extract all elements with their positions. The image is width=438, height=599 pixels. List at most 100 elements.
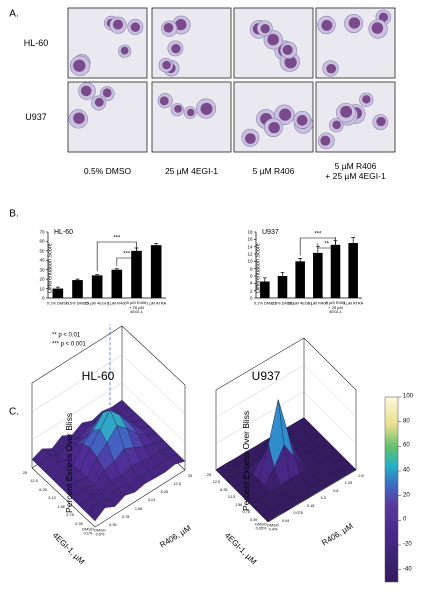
x-tick-label: 0.5% DMSO: [271, 300, 294, 306]
z-axis-label: Percent Excess Over Bliss: [241, 410, 252, 511]
nucleus: [120, 46, 129, 55]
nucleus: [130, 22, 141, 32]
x-tick-label: 5 µM R406: [308, 300, 328, 306]
bar: [260, 281, 270, 298]
nucleus: [162, 60, 171, 70]
grid-line: [215, 364, 357, 418]
y-tick-label: 12: [247, 251, 253, 257]
x-tick-label: 1 µM ATRA: [146, 300, 167, 306]
x-tick-label: 25: [206, 472, 212, 477]
column-label: 25 µM 4EGI-1: [164, 166, 219, 177]
x-tick-label: 6.25: [220, 487, 228, 492]
nucleus: [376, 116, 386, 127]
x-tick-label: 1.56: [235, 502, 243, 507]
colorbar-tick-label: 80: [403, 418, 410, 425]
nucleus: [320, 135, 331, 146]
y-tick-label: 50: [39, 248, 45, 254]
y-tick-label: 0.6: [333, 488, 339, 493]
y-tick-label: 0: [41, 295, 45, 301]
significance-bracket: [96, 241, 137, 272]
nucleus: [260, 23, 270, 34]
nucleus: [268, 121, 280, 134]
x-tick-label: 12.5: [212, 480, 221, 485]
bar: [131, 250, 142, 298]
x-tick-label: 0.78: [66, 512, 74, 517]
y-tick-label: 25: [187, 473, 193, 478]
x-tick-label: 25: [22, 470, 28, 475]
x-tick-label: 25 µM 4EGI-1: [84, 300, 110, 306]
nucleus: [171, 43, 181, 54]
bar: [330, 244, 341, 298]
nucleus: [175, 19, 187, 31]
y-tick-label: 6: [249, 273, 253, 279]
y-tick-label: 1.25: [344, 481, 353, 486]
y-axis-label: Differentiation Score: [47, 243, 54, 294]
y-tick-label: 6.25: [160, 490, 168, 495]
row-label: U937: [25, 111, 47, 122]
significance-bracket: [317, 237, 336, 249]
note: *** p < 0.001: [52, 341, 86, 348]
panel-label: A.: [9, 8, 19, 20]
x-tick-label: 5 µM R406 + 25 µM 4EGI-1: [325, 300, 346, 315]
x-tick-label: 0.39: [249, 517, 258, 522]
bar: [91, 275, 103, 298]
grid-line: [31, 382, 186, 443]
z-axis-label: Percent Excess Over Bliss: [64, 412, 75, 513]
nucleus: [159, 96, 169, 106]
x-tick-label: 0.1% DMSO: [253, 300, 276, 306]
nucleus: [163, 22, 174, 33]
y-tick-label: 20: [39, 276, 45, 282]
grid-line: [215, 391, 357, 444]
y-tick-label: 1.56: [134, 506, 143, 511]
nucleus: [112, 19, 124, 30]
y-tick-label: DMSO 0.4%: [267, 523, 279, 532]
x-tick-label: 12.5: [30, 479, 38, 484]
bar: [72, 280, 83, 298]
y-tick-label: 60: [39, 238, 45, 244]
x-tick-label: 0.1% DMSO: [46, 300, 69, 306]
y-tick-label: 4: [249, 280, 253, 286]
micrograph: [67, 7, 148, 79]
y-tick-label: 40: [39, 257, 45, 263]
nucleus: [321, 19, 333, 31]
micrograph: [315, 81, 396, 153]
micrograph: [151, 81, 232, 153]
panel-label: B.: [9, 208, 19, 220]
nucleus: [73, 59, 86, 72]
note: ** p < 0.01: [52, 332, 81, 339]
column-label: 0.5% DMSO: [83, 166, 132, 177]
micrograph: [67, 81, 148, 153]
y-tick-label: 3.13: [147, 498, 156, 503]
significance-bracket: [116, 245, 137, 266]
error-bar: [114, 268, 119, 270]
bar: [111, 269, 123, 298]
y-tick-label: 10: [39, 285, 45, 291]
y-tick-label: 0.3: [320, 496, 326, 501]
chart-title: HL-60: [54, 228, 74, 236]
column-label: 5 µM R406: [252, 166, 295, 177]
error-bar: [75, 278, 80, 281]
micrograph: [233, 7, 314, 79]
column-label: 5 µM R406 + 25 µM 4EGI-1: [325, 161, 386, 181]
y-tick-label: 0.075: [293, 510, 303, 515]
error-bar: [154, 242, 159, 246]
x-tick-label: 0.78: [242, 509, 250, 514]
nucleus: [80, 85, 92, 97]
surface-facet: [87, 500, 106, 522]
y-tick-label: DMSO 0.5%: [94, 528, 106, 537]
row-label: HL-60: [23, 37, 49, 48]
nucleus: [282, 44, 293, 56]
significance-label: ***: [123, 251, 131, 258]
significance-label: ***: [314, 231, 322, 238]
x-tick-label: 1 µM ATRA: [343, 300, 364, 306]
y-tick-label: 0: [249, 295, 253, 301]
plot-title: HL-60: [81, 369, 115, 384]
y-tick-label: 0.04: [281, 518, 290, 523]
error-bar: [351, 237, 356, 243]
y-tick-label: 14: [247, 244, 253, 250]
nucleus: [279, 108, 292, 121]
y-tick-label: 2.5: [358, 473, 364, 478]
nucleus: [102, 88, 112, 98]
nucleus: [296, 115, 308, 126]
nucleus: [348, 17, 361, 29]
